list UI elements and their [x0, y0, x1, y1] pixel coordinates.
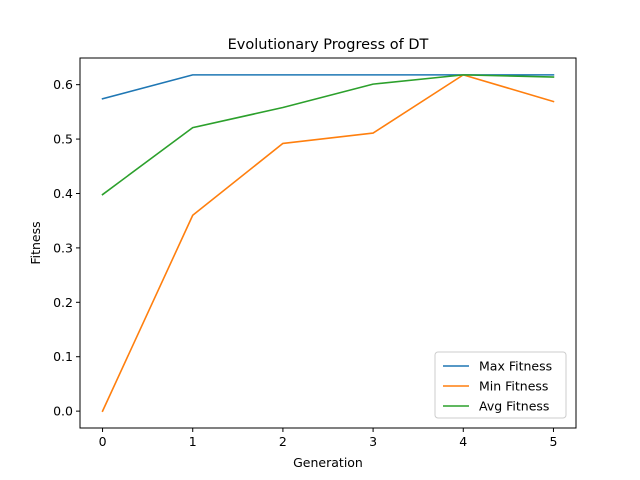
chart-title: Evolutionary Progress of DT: [228, 37, 429, 53]
y-tick-label: 0.5: [53, 132, 73, 147]
legend-entry-label: Min Fitness: [479, 379, 548, 394]
legend-entry-label: Avg Fitness: [479, 399, 549, 414]
x-tick-label: 2: [279, 434, 287, 449]
y-tick-label: 0.6: [53, 77, 73, 92]
x-tick-label: 3: [369, 434, 377, 449]
legend: Max Fitness Min Fitness Avg Fitness: [434, 351, 567, 419]
y-axis: 0.0 0.1 0.2 0.3 0.4 0.5 0.6: [53, 77, 80, 419]
y-tick-label: 0.0: [53, 404, 73, 419]
y-tick-label: 0.2: [53, 295, 73, 310]
x-axis-label: Generation: [293, 455, 363, 470]
legend-box: [434, 351, 567, 419]
legend-entry-label: Max Fitness: [479, 359, 552, 374]
y-tick-label: 0.1: [53, 349, 73, 364]
series-lines: [101, 74, 555, 413]
y-axis-label: Fitness: [28, 221, 43, 264]
y-tick-label: 0.4: [53, 186, 73, 201]
x-tick-label: 5: [549, 434, 557, 449]
series-line-1: [101, 74, 555, 413]
y-tick-label: 0.3: [53, 240, 73, 255]
x-tick-label: 0: [99, 434, 107, 449]
series-line-2: [101, 74, 555, 196]
x-tick-label: 4: [459, 434, 467, 449]
x-axis: 0 1 2 3 4 5: [99, 428, 557, 449]
x-tick-label: 1: [189, 434, 197, 449]
axes-frame: [79, 57, 577, 429]
